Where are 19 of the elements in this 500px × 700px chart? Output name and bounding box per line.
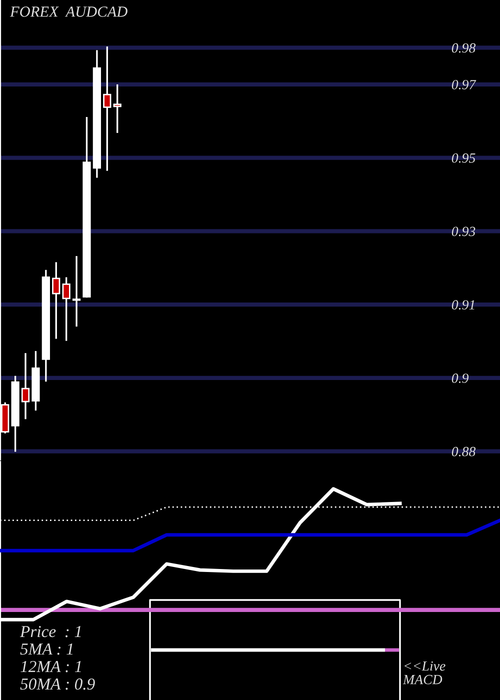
candlestick [103,46,112,172]
chart-title: FOREX AUDCAD [10,6,128,17]
y-tick-label: 0.88 [452,446,476,456]
candlestick [72,255,81,328]
candlestick [52,261,60,340]
y-tick-label: 0.97 [452,80,476,90]
text: 50MA : 0.9 [20,678,95,690]
y-tick-label: 0.98 [452,43,476,53]
y-tick-label: 0.91 [452,300,474,310]
candlestick [21,352,30,420]
y-tick-label: 0.9 [452,374,469,383]
text: 12MA : 1 [20,660,81,672]
text: <<Live MACD [402,661,446,684]
y-tick-label: 0.95 [452,153,476,163]
candlestick [62,276,70,342]
candlestick [113,84,122,134]
text: Price : 1 [20,626,81,638]
y-tick-label: 0.93 [452,226,476,236]
text: 5MA : 1 [20,644,73,655]
